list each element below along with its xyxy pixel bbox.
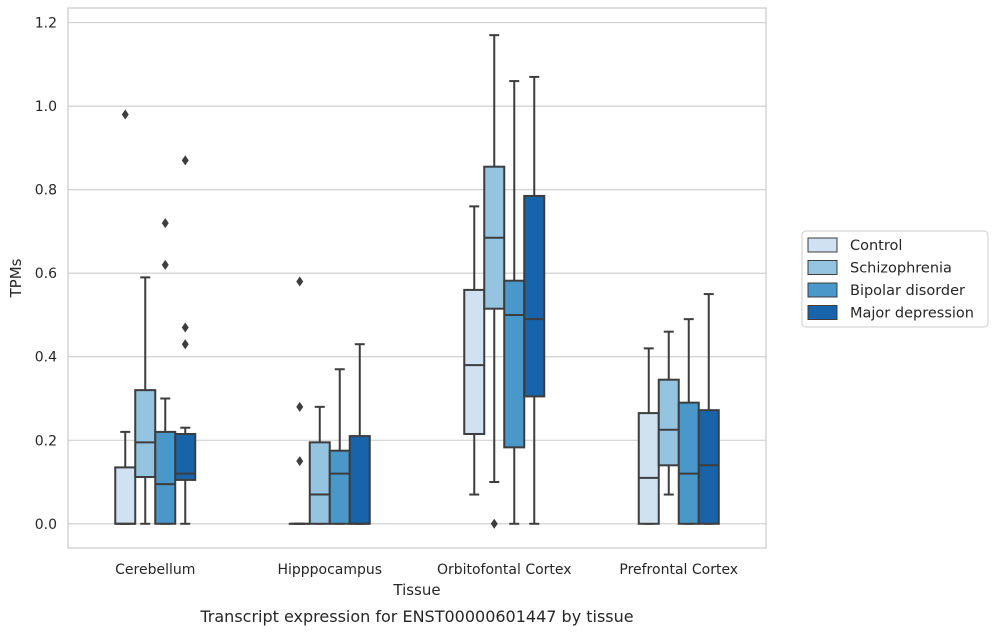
x-tick-label: Hipppocampus (277, 562, 382, 578)
box-body (154, 430, 177, 525)
plot-frame (67, 7, 767, 549)
box-body (134, 389, 157, 479)
y-tick-label: 1.2 (35, 16, 57, 32)
box-2-0 (463, 205, 486, 496)
legend-entry: Major depression (850, 306, 974, 322)
y-tick-label: 0.2 (35, 433, 57, 449)
y-tick-label: 0.8 (35, 183, 57, 199)
outlier-point (181, 155, 189, 166)
legend: Control Schizophrenia Bipolar disorder Majo… (801, 230, 989, 328)
box-body (677, 401, 700, 525)
outlier-point (161, 259, 169, 270)
box-body (463, 288, 486, 435)
box-body (657, 378, 680, 467)
outlier-point (296, 276, 304, 287)
legend-swatch (807, 260, 838, 275)
box-3-0 (637, 347, 660, 525)
legend-swatch (807, 237, 838, 253)
outlier-point (161, 218, 169, 229)
box-body (523, 194, 546, 398)
box-1-3 (348, 343, 371, 525)
box-0-2 (154, 218, 177, 525)
x-tick-labels: Cerebellum Hipppocampus Orbitofontal Corte… (115, 562, 738, 578)
box-body (328, 449, 351, 525)
box-body (637, 412, 660, 525)
box-body (348, 435, 371, 525)
chart-caption: Transcript expression for ENST0000060144… (199, 607, 633, 626)
box-3-1 (657, 330, 680, 496)
y-tick-labels: 0.0 0.2 0.4 0.6 0.8 1.0 1.2 (35, 16, 57, 533)
box-body (308, 441, 331, 525)
box-2-1 (483, 34, 506, 529)
y-tick-label: 0.0 (35, 517, 57, 533)
box-body (697, 409, 720, 525)
x-axis-label: Tissue (392, 581, 440, 599)
box-2-3 (523, 75, 546, 525)
legend-frame (801, 230, 989, 328)
x-tick-label: Prefrontal Cortex (619, 562, 738, 578)
x-tick-label: Orbitofontal Cortex (437, 562, 572, 578)
y-tick-label: 0.4 (35, 350, 57, 366)
legend-entry: Schizophrenia (850, 261, 952, 277)
box-0-3 (174, 155, 197, 525)
box-1-2 (328, 368, 351, 525)
outlier-point (121, 109, 129, 120)
box-0-0 (114, 109, 137, 525)
y-tick-label: 1.0 (35, 99, 57, 115)
outlier-point (296, 401, 304, 412)
box-body (174, 432, 197, 481)
outlier-point (296, 456, 304, 467)
box-2-2 (503, 80, 526, 525)
outlier-point (181, 339, 189, 350)
outlier-point (181, 322, 189, 333)
legend-swatch (807, 305, 838, 320)
outlier-point (490, 518, 498, 529)
legend-entry: Control (850, 238, 902, 254)
legend-swatch (807, 282, 838, 298)
y-tick-label: 0.6 (35, 266, 57, 282)
box-body (503, 279, 526, 449)
x-tick-label: Cerebellum (115, 562, 195, 578)
box-body (114, 466, 137, 525)
box-3-3 (697, 293, 720, 525)
boxes (114, 34, 720, 529)
legend-entry: Bipolar disorder (850, 283, 965, 299)
y-axis-label: TPMs (7, 258, 25, 298)
